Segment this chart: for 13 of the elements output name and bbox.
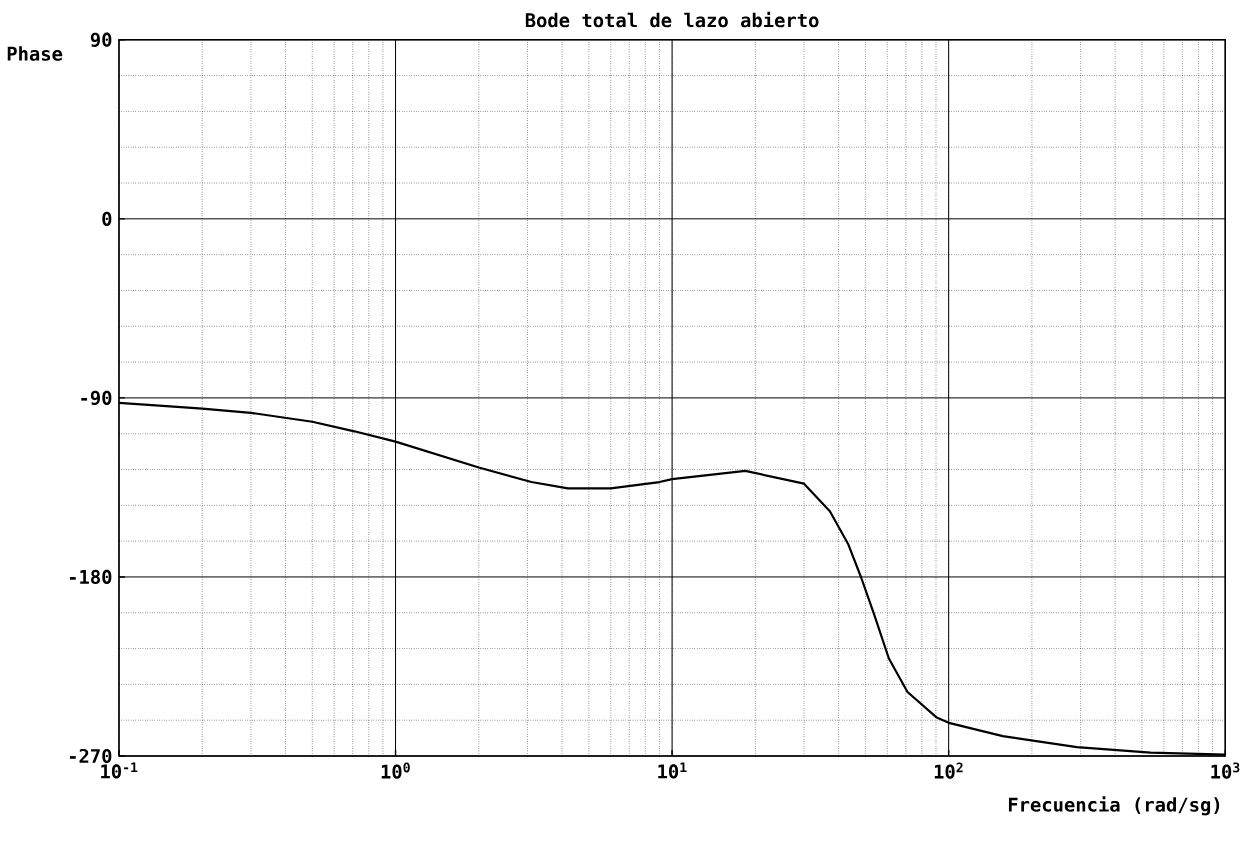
x-tick-label: 10$^{0}$ bbox=[381, 762, 410, 779]
y-tick-label: 90 bbox=[90, 32, 112, 48]
x-tick-label: 10$^{2}$ bbox=[934, 762, 963, 779]
y-tick-label: -270 bbox=[69, 749, 112, 764]
y-tick-label: -180 bbox=[69, 570, 112, 585]
x-tick-label: 10$^{1}$ bbox=[658, 762, 687, 779]
x-tick-label: 10$^{-1}$ bbox=[101, 762, 138, 779]
x-axis-title: Frecuencia (rad/sg) bbox=[1008, 796, 1220, 816]
chart-title: Bode total de lazo abierto bbox=[525, 12, 819, 28]
y-tick-label: 0 bbox=[102, 211, 112, 227]
y-axis-title: Phase bbox=[7, 46, 63, 62]
x-tick-label: 10$^{3}$ bbox=[1211, 762, 1240, 779]
y-tick-label: -90 bbox=[81, 390, 112, 406]
